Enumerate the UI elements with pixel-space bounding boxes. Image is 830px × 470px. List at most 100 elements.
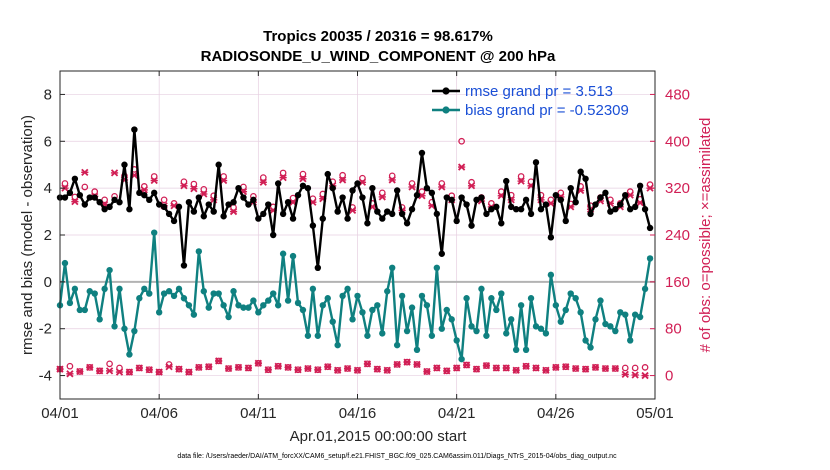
obs-possible-point	[61, 180, 69, 187]
rmse-point	[141, 191, 148, 199]
rmse-point	[567, 184, 574, 192]
legend-bias-marker	[442, 106, 450, 114]
obs-assimilated-point	[96, 367, 104, 375]
rmse-point	[562, 217, 569, 225]
obs-assimilated-point	[462, 361, 471, 369]
rmse-point	[319, 215, 326, 222]
rmse-point	[240, 194, 247, 201]
obs-possible-point	[299, 170, 307, 178]
obs-assimilated-point	[413, 360, 421, 369]
x-tick-label: 04/06	[140, 405, 178, 422]
obs-assimilated-point	[338, 176, 347, 184]
rmse-point	[458, 194, 465, 201]
bias-point	[602, 320, 609, 328]
legend-rmse-marker	[442, 87, 450, 95]
bias-point	[453, 337, 460, 344]
obs-assimilated-point	[522, 362, 530, 370]
obs-assimilated-point	[150, 176, 158, 185]
x-axis-label: Apr.01,2015 00:00:00 start	[290, 428, 468, 445]
obs-assimilated-point	[552, 363, 560, 372]
rmse-point	[463, 201, 470, 208]
rmse-point	[433, 210, 441, 218]
rmse-point	[314, 264, 322, 271]
obs-assimilated-point	[299, 175, 307, 183]
rmse-point	[235, 184, 242, 192]
bias-point	[255, 309, 262, 316]
obs-assimilated-point	[517, 177, 525, 185]
obs-assimilated-point	[631, 371, 639, 379]
obs-possible-point	[279, 169, 287, 177]
rmse-point	[116, 199, 123, 206]
bias-point	[106, 266, 113, 274]
x-tick-label: 04/11	[240, 405, 276, 422]
obs-assimilated-point	[581, 365, 590, 373]
rmse-point	[101, 206, 108, 213]
obs-assimilated-point	[542, 366, 550, 374]
obs-assimilated-point	[215, 357, 223, 365]
bias-point	[136, 295, 143, 302]
bias-point	[483, 332, 490, 339]
bias-point	[493, 306, 500, 314]
rmse-point	[255, 215, 262, 222]
rmse-point	[369, 184, 376, 192]
bias-point	[190, 311, 198, 318]
bias-point	[364, 332, 371, 339]
rmse-point	[547, 234, 555, 241]
bias-point	[165, 288, 173, 295]
obs-possible-point	[458, 137, 465, 145]
rmse-point	[309, 222, 317, 229]
rmse-point	[641, 206, 649, 213]
rmse-point	[165, 210, 173, 218]
bias-point	[572, 295, 579, 302]
chart-subtitle: RADIOSONDE_U_WIND_COMPONENT @ 200 hPa	[201, 48, 556, 65]
bias-point	[200, 288, 207, 295]
bias-point	[131, 327, 138, 335]
obs-count-markers	[56, 137, 654, 380]
bias-point	[403, 327, 411, 335]
x-tick-label: 04/16	[339, 405, 377, 422]
rmse-point	[517, 206, 525, 213]
y2-tick-label: 80	[665, 321, 682, 338]
rmse-point	[121, 161, 128, 168]
legend-bias-label: bias grand pr = -0.52309	[465, 102, 629, 119]
obs-assimilated-point	[115, 368, 124, 376]
legend: rmse grand pr = 3.513 bias grand pr = -0…	[432, 83, 629, 119]
bias-point	[324, 295, 331, 302]
bias-point	[582, 337, 589, 344]
bias-point	[631, 311, 639, 318]
bias-point	[369, 306, 376, 314]
obs-assimilated-point	[353, 366, 362, 374]
bias-point	[274, 302, 282, 309]
obs-possible-point	[339, 171, 346, 179]
bias-point	[121, 325, 128, 332]
y2-tick-label: 480	[665, 86, 690, 103]
rmse-point	[592, 201, 599, 208]
y-tick-label: 6	[44, 133, 52, 150]
rmse-point	[151, 189, 158, 197]
bias-point	[542, 330, 550, 337]
bias-point	[547, 271, 555, 279]
bias-point	[498, 290, 505, 297]
bias-line	[58, 231, 652, 361]
bias-point	[289, 252, 297, 260]
bias-point	[319, 302, 326, 309]
bias-point	[116, 285, 123, 293]
bias-point	[488, 295, 495, 302]
obs-assimilated-point	[105, 367, 114, 375]
obs-possible-point	[517, 173, 525, 180]
bias-point	[448, 316, 455, 323]
rmse-point	[612, 206, 619, 213]
bias-series	[56, 229, 654, 363]
bias-point	[265, 297, 272, 304]
rmse-point	[364, 220, 371, 227]
bias-point	[126, 351, 133, 358]
obs-assimilated-point	[334, 366, 342, 374]
obs-assimilated-point	[135, 364, 143, 372]
chart-title: Tropics 20035 / 20316 = 98.617%	[263, 28, 493, 45]
rmse-point	[597, 194, 604, 201]
rmse-point	[453, 217, 460, 225]
rmse-point	[155, 201, 163, 208]
rmse-point	[136, 189, 143, 197]
bias-point	[81, 306, 88, 314]
rmse-point	[210, 208, 217, 215]
